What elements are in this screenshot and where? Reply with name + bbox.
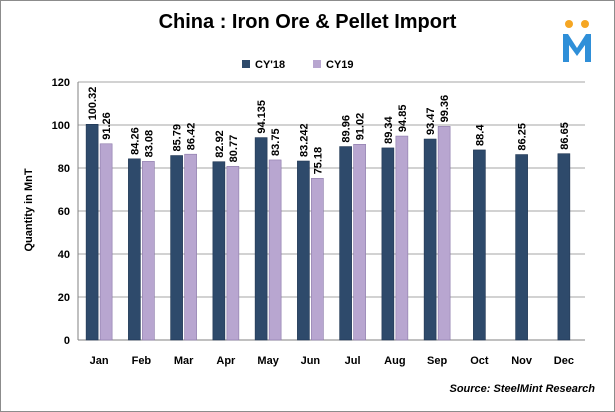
bar-cy19-may [268, 159, 282, 341]
data-label-cy18: 88.4 [474, 124, 486, 146]
y-tick-label: 20 [58, 292, 70, 304]
x-tick-label: Nov [511, 355, 533, 367]
legend: CY'18 CY19 [242, 59, 354, 71]
bar-cy19-apr [226, 166, 240, 341]
data-label-cy19: 94.85 [397, 105, 409, 133]
data-label-cy18: 83.242 [298, 123, 310, 157]
data-label-cy19: 80.77 [228, 135, 240, 163]
data-label-cy19: 83.08 [143, 130, 155, 158]
legend-item: CY'18 [242, 59, 285, 71]
data-label-cy18: 84.26 [129, 127, 141, 155]
steelmint-logo-icon [563, 20, 591, 62]
x-tick-label: Sep [427, 355, 447, 367]
bar-cy18-mar [170, 155, 183, 341]
data-label-cy19: 83.75 [270, 128, 282, 156]
data-label-cy19: 75.18 [312, 147, 324, 175]
x-tick-label: May [257, 355, 279, 367]
legend-swatch [242, 60, 250, 68]
source-note: Source: SteelMint Research [449, 383, 596, 395]
x-tick-label: Feb [132, 355, 152, 367]
data-label-cy18: 86.25 [517, 123, 529, 151]
legend-item: CY19 [313, 59, 354, 71]
bars [85, 124, 571, 341]
bar-cy18-dec [557, 153, 571, 341]
legend-label: CY'18 [255, 59, 285, 71]
legend-swatch [313, 60, 321, 68]
data-label-cy18: 93.47 [425, 108, 437, 136]
data-label-cy19: 99.36 [439, 95, 451, 123]
bar-cy18-jan [85, 124, 99, 341]
bar-cy18-sep [423, 138, 437, 341]
bar-cy19-aug [395, 135, 409, 341]
x-tick-label: Apr [216, 355, 236, 367]
bar-cy19-jun [311, 178, 324, 341]
gridlines [78, 81, 585, 298]
data-label-cy18: 85.79 [172, 124, 184, 152]
x-tick-label: Oct [470, 355, 489, 367]
data-label-cy19: 86.42 [186, 123, 198, 151]
y-tick-label: 0 [64, 335, 70, 347]
data-label-cy19: 91.02 [355, 113, 367, 141]
bar-cy18-feb [128, 158, 141, 341]
axes: 0 20 40 60 80 100 120 Jan Feb Mar Apr May Jun Jul Aug S… [52, 77, 585, 367]
data-label-cy18: 86.65 [559, 122, 571, 150]
bar-cy18-jul [339, 146, 352, 341]
bar-cy19-mar [184, 153, 197, 341]
data-label-cy18: 89.96 [341, 115, 353, 143]
y-tick-label: 100 [52, 120, 70, 132]
bar-cy18-apr [212, 161, 226, 341]
x-tick-label: Jun [301, 355, 321, 367]
data-label-cy18: 89.34 [383, 116, 395, 144]
bar-cy19-jan [99, 143, 113, 341]
bar-cy18-may [254, 137, 268, 341]
y-tick-label: 40 [58, 249, 70, 261]
x-tick-label: Mar [174, 355, 194, 367]
x-tick-label: Jul [345, 355, 361, 367]
data-label-cy19: 91.26 [101, 112, 113, 140]
y-tick-label: 60 [58, 206, 70, 218]
legend-label: CY19 [326, 59, 354, 71]
bar-cy19-jul [353, 144, 366, 341]
bar-cy18-nov [515, 154, 528, 341]
bar-cy19-sep [437, 126, 451, 341]
data-label-cy18: 100.32 [87, 87, 99, 121]
bar-cy19-feb [142, 161, 155, 341]
x-tick-label: Dec [554, 355, 574, 367]
bar-cy18-jun [297, 160, 310, 341]
data-label-cy18: 94.135 [256, 100, 268, 134]
chart-title: China : Iron Ore & Pellet Import [158, 11, 457, 33]
x-tick-label: Aug [384, 355, 405, 367]
bar-cy18-aug [381, 147, 395, 341]
y-tick-label: 80 [58, 163, 70, 175]
bar-cy18-oct [473, 149, 486, 341]
data-label-cy18: 82.92 [214, 130, 226, 158]
y-axis-title: Quantity in MnT [23, 168, 35, 251]
x-tick-label: Jan [90, 355, 109, 367]
y-tick-label: 120 [52, 77, 70, 89]
